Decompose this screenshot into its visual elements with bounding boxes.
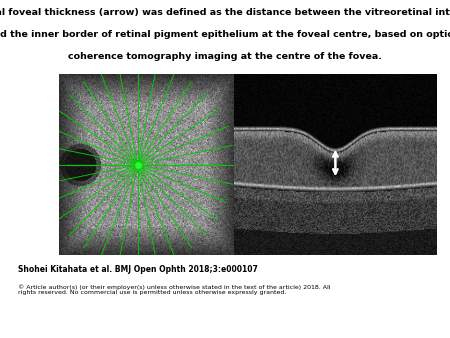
Text: Central foveal thickness (arrow) was defined as the distance between the vitreor: Central foveal thickness (arrow) was def… — [0, 8, 450, 18]
Text: © Article author(s) (or their employer(s) unless otherwise stated in the text of: © Article author(s) (or their employer(s… — [18, 284, 330, 295]
Text: and the inner border of retinal pigment epithelium at the foveal centre, based o: and the inner border of retinal pigment … — [0, 30, 450, 40]
Text: Shohei Kitahata et al. BMJ Open Ophth 2018;3:e000107: Shohei Kitahata et al. BMJ Open Ophth 20… — [18, 265, 258, 274]
Text: BMJ
Open
Opthalmology: BMJ Open Opthalmology — [368, 286, 439, 319]
Text: coherence tomography imaging at the centre of the fovea.: coherence tomography imaging at the cent… — [68, 52, 382, 62]
